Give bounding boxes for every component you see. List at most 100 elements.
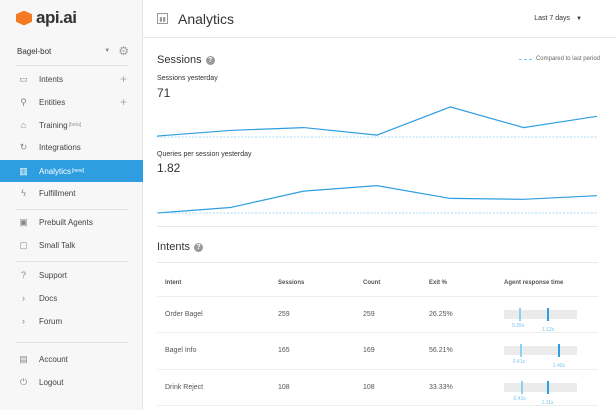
min-marker <box>520 380 523 394</box>
sessions-cell: 259 <box>278 296 363 333</box>
sidebar-item-small-talk[interactable]: ▢ Small Talk <box>0 234 143 256</box>
sidebar-item-integrations[interactable]: ↻ Integrations <box>0 136 143 158</box>
avg-marker <box>546 380 549 394</box>
sidebar: api.ai Bagel-bot ▼ ⚙ ▭ Intents + ⚲ Entities + ⌂ T… <box>0 0 143 410</box>
exit-cell: 26.25% <box>429 296 504 333</box>
chevron-right-icon: › <box>22 293 25 303</box>
account-icon: ▤ <box>19 353 28 364</box>
sidebar-item-intents[interactable]: ▭ Intents + <box>0 68 143 90</box>
sidebar-item-badge: [beta] <box>68 122 82 128</box>
series-line <box>156 106 598 137</box>
bolt-icon: ϟ <box>21 188 26 198</box>
min-label: 0.39s <box>511 322 525 329</box>
sidebar-item-account[interactable]: ▤ Account <box>0 348 143 370</box>
min-label: 0.41s <box>512 359 525 366</box>
intents-title: Intents? <box>157 241 204 253</box>
help-icon[interactable]: ? <box>194 242 204 252</box>
caret-down-icon: ▼ <box>104 48 111 54</box>
sidebar-item-label: Analytics <box>39 166 72 176</box>
col-intent[interactable]: Intent <box>157 270 278 297</box>
avg-marker <box>557 344 560 358</box>
avg-label: 1.12s <box>542 326 555 333</box>
chevron-right-icon: › <box>22 316 25 326</box>
col-response-time[interactable]: Agent response time <box>504 270 598 297</box>
response-time-bar: 0.43s 1.11s <box>504 380 577 406</box>
hierarchy-icon: ⚲ <box>20 96 27 107</box>
min-marker <box>518 307 521 321</box>
min-label: 0.43s <box>513 395 526 402</box>
period-value: Last 7 days <box>534 15 571 22</box>
sidebar-item-support[interactable]: ? Support <box>0 264 143 286</box>
sessions-heading: Sessions <box>157 54 202 66</box>
agent-selector[interactable]: Bagel-bot ▼ ⚙ <box>17 44 129 58</box>
small-talk-icon: ▢ <box>19 239 28 250</box>
exit-cell: 56.21% <box>429 332 504 370</box>
qps-label: Queries per session yesterday <box>157 151 252 158</box>
count-cell: 259 <box>363 296 429 333</box>
add-icon[interactable]: + <box>119 95 127 109</box>
table-header-row: Intent Sessions Count Exit % Agent respo… <box>157 270 598 297</box>
table-row[interactable]: Order Bagel 259 259 26.25% 0.39s 1.12s <box>157 296 598 333</box>
exit-cell: 33.33% <box>429 369 504 406</box>
sidebar-item-fulfillment[interactable]: ϟ Fulfillment <box>0 182 143 204</box>
intent-name[interactable]: Order Bagel <box>157 296 278 333</box>
chart-legend: Compared to last period <box>518 56 600 62</box>
count-cell: 169 <box>363 332 429 370</box>
divider <box>16 209 128 210</box>
qps-value: 1.82 <box>157 161 181 175</box>
analytics-icon: ▮▮ <box>157 13 168 24</box>
gear-icon[interactable]: ⚙ <box>118 44 129 58</box>
count-cell: 108 <box>363 369 429 406</box>
response-time-bar: 0.41s 1.40s <box>504 344 577 369</box>
logo[interactable]: api.ai <box>16 8 77 28</box>
caret-down-icon: ▼ <box>576 16 582 22</box>
sessions-title: Sessions? <box>157 54 215 66</box>
sidebar-item-label: Training <box>39 120 68 130</box>
sidebar-item-prebuilt-agents[interactable]: ▣ Prebuilt Agents <box>0 211 143 233</box>
col-count[interactable]: Count <box>363 270 429 297</box>
table-row[interactable]: Drink Reject 108 108 33.33% 0.43s 1.11s <box>157 369 598 406</box>
sidebar-item-label: Forum <box>39 316 63 326</box>
divider <box>16 65 128 66</box>
logo-text: api.ai <box>36 8 77 27</box>
sidebar-item-analytics[interactable]: ▥ Analytics [new] <box>0 160 143 182</box>
sidebar-item-label: Account <box>39 354 68 364</box>
avg-label: 1.40s <box>552 363 566 370</box>
sidebar-item-label: Docs <box>39 293 58 303</box>
agents-icon: ▣ <box>19 216 28 227</box>
sidebar-item-label: Fulfillment <box>39 188 76 198</box>
col-exit[interactable]: Exit % <box>429 270 504 297</box>
dashed-line-icon <box>518 58 532 60</box>
period-select[interactable]: Last 7 days ▼ <box>534 15 582 22</box>
sidebar-item-entities[interactable]: ⚲ Entities + <box>0 91 143 113</box>
sync-icon: ↻ <box>19 141 28 152</box>
sidebar-item-docs[interactable]: › Docs <box>0 287 143 309</box>
intent-name[interactable]: Drink Reject <box>157 369 278 406</box>
sidebar-item-forum[interactable]: › Forum <box>0 310 143 332</box>
col-sessions[interactable]: Sessions <box>278 270 363 297</box>
chat-icon: ▭ <box>19 73 28 84</box>
add-icon[interactable]: + <box>119 72 127 86</box>
sidebar-item-label: Entities <box>39 97 66 107</box>
sidebar-item-logout[interactable]: ⏻ Logout <box>0 371 143 393</box>
sidebar-item-training[interactable]: ⌂ Training [beta] <box>0 114 143 136</box>
sidebar-item-label: Small Talk <box>39 240 76 250</box>
sessions-cell: 165 <box>278 332 363 370</box>
avg-label: 1.11s <box>541 399 554 406</box>
legend-label: Compared to last period <box>535 56 600 62</box>
sidebar-item-label: Logout <box>39 377 64 387</box>
page-title: Analytics <box>178 10 235 27</box>
power-icon: ⏻ <box>19 376 28 387</box>
intents-table: Intent Sessions Count Exit % Agent respo… <box>157 270 598 406</box>
intent-name[interactable]: Bagel Info <box>157 332 278 370</box>
intents-heading: Intents <box>157 241 191 253</box>
divider <box>157 262 598 263</box>
table-row[interactable]: Bagel Info 165 169 56.21% 0.41s 1.40s <box>157 332 598 370</box>
header: ▮▮ Analytics Last 7 days ▼ <box>143 0 616 38</box>
chart-icon: ▥ <box>19 165 28 176</box>
series-line <box>156 185 598 214</box>
agent-name: Bagel-bot <box>17 46 52 56</box>
sidebar-item-label: Intents <box>39 74 64 84</box>
help-icon[interactable]: ? <box>205 55 215 65</box>
